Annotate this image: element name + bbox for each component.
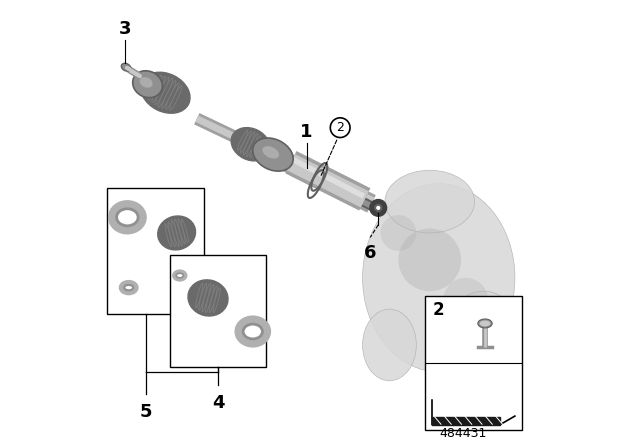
Text: 6: 6 <box>364 244 376 262</box>
Ellipse shape <box>250 136 261 158</box>
Text: 1: 1 <box>300 123 313 141</box>
Ellipse shape <box>479 321 490 326</box>
Circle shape <box>330 118 350 138</box>
Ellipse shape <box>205 284 214 313</box>
Circle shape <box>398 228 461 291</box>
Ellipse shape <box>155 77 169 105</box>
Ellipse shape <box>170 86 182 110</box>
Ellipse shape <box>148 75 161 100</box>
Ellipse shape <box>209 286 217 313</box>
Ellipse shape <box>125 66 132 71</box>
Text: 3: 3 <box>118 20 131 38</box>
Ellipse shape <box>375 205 381 211</box>
Ellipse shape <box>168 222 175 247</box>
Ellipse shape <box>166 83 179 109</box>
Ellipse shape <box>243 324 262 339</box>
Ellipse shape <box>243 132 255 155</box>
Ellipse shape <box>478 319 492 328</box>
Ellipse shape <box>178 219 185 244</box>
Ellipse shape <box>196 283 203 308</box>
Text: 484431: 484431 <box>440 427 487 440</box>
Ellipse shape <box>199 283 207 310</box>
Ellipse shape <box>124 285 133 290</box>
Text: 4: 4 <box>212 394 225 412</box>
Circle shape <box>380 215 417 251</box>
Polygon shape <box>432 417 500 425</box>
Ellipse shape <box>253 138 264 158</box>
Ellipse shape <box>231 128 270 161</box>
Ellipse shape <box>165 224 172 247</box>
Ellipse shape <box>213 288 220 313</box>
Ellipse shape <box>237 130 248 151</box>
Ellipse shape <box>385 170 475 233</box>
Ellipse shape <box>202 283 211 312</box>
Ellipse shape <box>182 219 188 242</box>
Ellipse shape <box>132 71 163 98</box>
Text: 5: 5 <box>140 403 152 421</box>
Ellipse shape <box>362 309 417 381</box>
Ellipse shape <box>262 146 279 159</box>
Ellipse shape <box>157 216 196 250</box>
Ellipse shape <box>116 209 138 226</box>
Ellipse shape <box>240 131 251 153</box>
Text: 2: 2 <box>433 301 444 319</box>
Ellipse shape <box>253 138 293 171</box>
Bar <box>108 188 204 314</box>
Ellipse shape <box>162 81 176 108</box>
Ellipse shape <box>158 78 173 108</box>
Text: 2: 2 <box>336 121 344 134</box>
Ellipse shape <box>246 134 258 157</box>
Ellipse shape <box>171 220 179 247</box>
Ellipse shape <box>140 77 152 88</box>
Ellipse shape <box>175 219 182 246</box>
Ellipse shape <box>188 280 228 316</box>
Ellipse shape <box>176 273 184 278</box>
Ellipse shape <box>448 291 520 372</box>
Ellipse shape <box>141 72 190 113</box>
Ellipse shape <box>122 63 131 71</box>
Ellipse shape <box>362 184 515 372</box>
Bar <box>170 255 266 367</box>
Bar <box>425 296 522 430</box>
Ellipse shape <box>152 76 165 103</box>
Circle shape <box>443 278 488 323</box>
